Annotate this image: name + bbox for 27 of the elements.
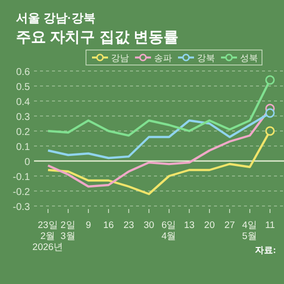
x-tick-label: 23 — [123, 220, 134, 231]
text: 자료: — [255, 245, 276, 255]
y-tick-label: 0.2 — [16, 127, 30, 138]
x-tick-label: 11 — [265, 220, 275, 231]
y-tick-label: 0.1 — [16, 142, 30, 153]
y-tick-label: -0.2 — [12, 187, 30, 198]
x-tick-label: 30 — [144, 220, 154, 231]
y-tick-label: 0.3 — [16, 112, 30, 123]
y-tick-label: 0.6 — [16, 67, 30, 78]
y-tick-label: 0 — [24, 157, 30, 168]
x-tick-label: 16 — [103, 220, 114, 231]
legend-label: 성북 — [240, 53, 258, 63]
x-tick-label: 27 — [224, 220, 235, 231]
x-tick-label: 13 — [184, 220, 195, 231]
y-tick-label: -0.1 — [12, 172, 30, 183]
x-tick-label: 20 — [204, 220, 215, 231]
x-tick-label: 6일 4월 — [161, 220, 177, 242]
legend-label: 강북 — [197, 53, 215, 63]
legend-label: 송파 — [154, 53, 172, 63]
chart-subtitle: 서울 강남·강북 — [16, 11, 96, 25]
y-tick-label: 0.4 — [16, 97, 30, 108]
x-tick-label: 9 — [86, 220, 92, 231]
y-tick-label: 0.5 — [16, 82, 30, 93]
y-tick-label: -0.3 — [12, 202, 30, 213]
legend-label: 강남 — [111, 53, 129, 63]
chart-title: 주요 자치구 집값 변동률 — [16, 29, 179, 46]
x-tick-label: 4일 5월 — [242, 220, 258, 242]
